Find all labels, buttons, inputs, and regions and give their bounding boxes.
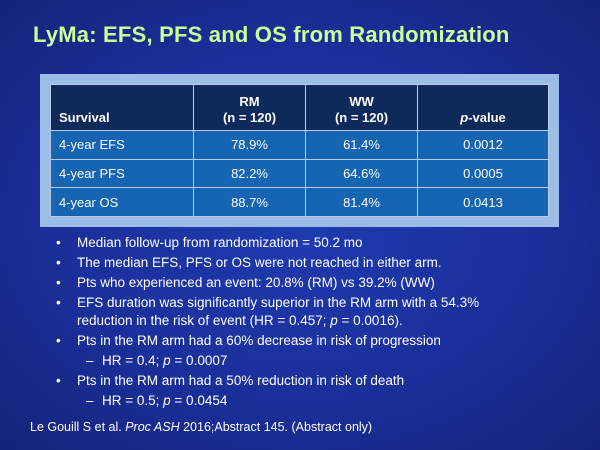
p-symbol: p	[330, 313, 338, 328]
header-rm-name: RM	[239, 94, 260, 109]
citation-journal: Proc ASH	[125, 420, 180, 434]
table-header-row: Survival RM (n = 120) WW (n = 120) p-val…	[50, 84, 549, 131]
cell-p-value: 0.0413	[417, 187, 549, 217]
table-row: 4-year OS 88.7% 81.4% 0.0413	[50, 187, 549, 217]
p-symbol: p	[163, 353, 171, 368]
bullet-item: Pts who experienced an event: 20.8% (RM)…	[44, 274, 584, 292]
cell-rm: 88.7%	[193, 187, 306, 217]
citation-authors: Le Gouill S et al.	[30, 420, 126, 434]
citation-details: 2016;Abstract 145. (Abstract only)	[179, 420, 373, 434]
header-ww-n: (n = 120)	[334, 110, 389, 125]
header-rm: RM (n = 120)	[193, 84, 306, 131]
header-p-italic: p	[460, 110, 469, 125]
bullet-item: Median follow-up from randomization = 50…	[44, 234, 584, 252]
slide-title: LyMa: EFS, PFS and OS from Randomization	[33, 22, 510, 47]
header-rm-n: (n = 120)	[222, 110, 277, 125]
sub-bullet-item: HR = 0.5; p = 0.0454	[44, 392, 584, 410]
row-label: 4-year PFS	[50, 158, 194, 189]
cell-p-value: 0.0012	[417, 130, 549, 160]
results-table: Survival RM (n = 120) WW (n = 120) p-val…	[50, 84, 549, 217]
cell-rm: 78.9%	[193, 130, 306, 160]
sub-bullet-text: = 0.0007	[170, 353, 228, 368]
bullet-item: EFS duration was significantly superior …	[44, 294, 584, 330]
header-p-value: p-value	[417, 84, 549, 131]
bullet-line: reduction in the risk of event (HR = 0.4…	[77, 312, 584, 330]
bullet-item: Pts in the RM arm had a 60% decrease in …	[44, 332, 584, 350]
p-symbol: p	[163, 393, 171, 408]
results-table-frame: Survival RM (n = 120) WW (n = 120) p-val…	[40, 74, 559, 227]
table-row: 4-year PFS 82.2% 64.6% 0.0005	[50, 158, 549, 189]
row-label: 4-year EFS	[50, 130, 194, 160]
cell-p-value: 0.0005	[417, 158, 549, 189]
bullet-item: Pts in the RM arm had a 50% reduction in…	[44, 372, 584, 390]
table-row: 4-year EFS 78.9% 61.4% 0.0012	[50, 130, 549, 160]
header-ww: WW (n = 120)	[305, 84, 418, 131]
cell-rm: 82.2%	[193, 158, 306, 189]
cell-ww: 64.6%	[305, 158, 418, 189]
bullet-list: Median follow-up from randomization = 50…	[44, 234, 584, 412]
sub-bullet-item: HR = 0.4; p = 0.0007	[44, 352, 584, 370]
header-p-rest: -value	[468, 110, 506, 125]
sub-bullet-text: = 0.0454	[170, 393, 228, 408]
citation-footer: Le Gouill S et al. Proc ASH 2016;Abstrac…	[30, 420, 372, 434]
sub-bullet-text: HR = 0.4;	[102, 353, 164, 368]
bullet-item: The median EFS, PFS or OS were not reach…	[44, 254, 584, 272]
cell-ww: 81.4%	[305, 187, 418, 217]
header-ww-name: WW	[349, 94, 374, 109]
row-label: 4-year OS	[50, 187, 194, 217]
header-survival: Survival	[50, 84, 194, 131]
bullet-text: reduction in the risk of event (HR = 0.4…	[77, 313, 331, 328]
sub-bullet-text: HR = 0.5;	[102, 393, 164, 408]
bullet-line: EFS duration was significantly superior …	[77, 295, 480, 310]
bullet-text: = 0.0016).	[337, 313, 403, 328]
cell-ww: 61.4%	[305, 130, 418, 160]
